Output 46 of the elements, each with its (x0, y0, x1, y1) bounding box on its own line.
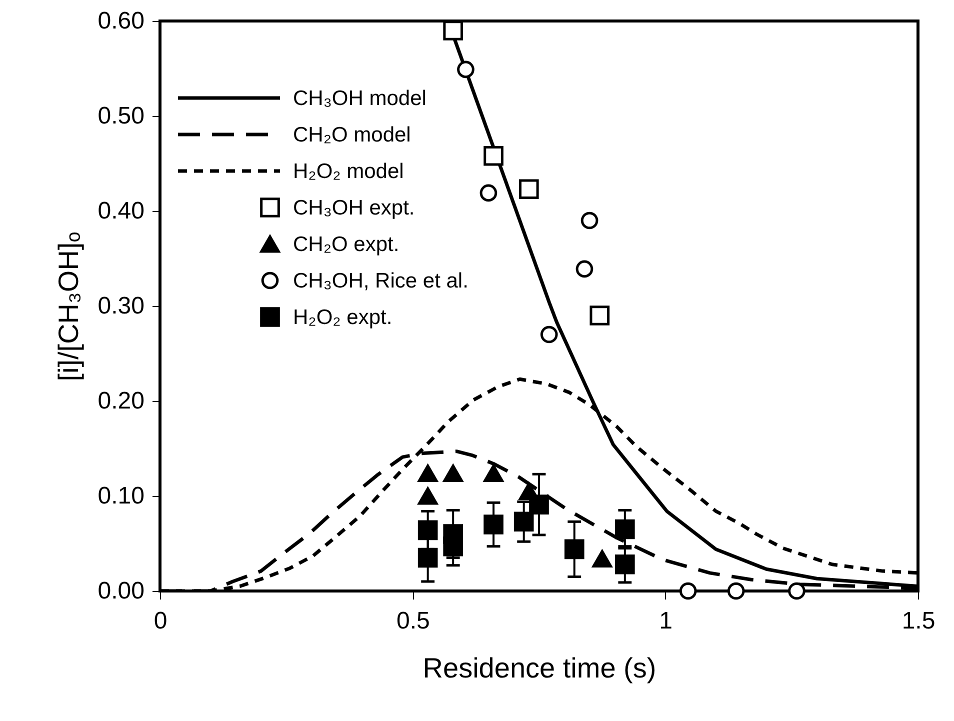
legend-label: CH₂O expt. (293, 233, 400, 256)
point (457, 60, 474, 78)
x-tick-label: 0 (154, 608, 168, 634)
point (443, 20, 464, 40)
y-tick-label: 0.00 (98, 578, 144, 604)
point (418, 548, 438, 568)
point (514, 512, 534, 532)
point (418, 520, 438, 540)
point (443, 536, 464, 556)
x-tick-label: 1 (659, 608, 673, 634)
point (788, 582, 806, 600)
y-tick-label: 0.30 (98, 292, 144, 320)
point (518, 179, 539, 200)
legend-label: H₂O₂ expt. (293, 306, 392, 329)
point (727, 582, 745, 600)
point (614, 519, 635, 540)
y-tick-label: 0.20 (98, 388, 144, 414)
point (418, 464, 438, 482)
point (418, 487, 438, 505)
point (614, 554, 635, 574)
point (580, 212, 598, 230)
point (590, 306, 610, 326)
legend-label: H₂O₂ model (293, 160, 404, 183)
point (480, 184, 498, 202)
point (484, 464, 504, 482)
legend-label: CH₃OH, Rice et al. (293, 270, 468, 292)
legend-label: CH₃OH model (293, 87, 426, 110)
legend-label: CH₂O model (293, 124, 411, 146)
y-tick-label: 0.60 (98, 8, 144, 34)
point (484, 146, 504, 166)
point (443, 464, 464, 482)
point (564, 539, 584, 560)
y-tick-label: 0.40 (98, 198, 144, 224)
point (679, 582, 697, 600)
y-tick-label: 0.50 (98, 102, 144, 130)
point (484, 514, 504, 534)
legend-label: CH₃OH expt. (293, 196, 415, 220)
x-tick-label: 1.5 (902, 608, 936, 634)
y-axis-title: [i]/[CH₃OH]ₒ (52, 232, 84, 382)
point (592, 550, 612, 568)
point (529, 494, 549, 514)
x-tick-label: 0.5 (396, 608, 430, 634)
point (576, 260, 594, 278)
point (540, 326, 558, 344)
x-axis-title: Residence time (s) (422, 652, 656, 684)
y-tick-label: 0.10 (98, 482, 144, 510)
